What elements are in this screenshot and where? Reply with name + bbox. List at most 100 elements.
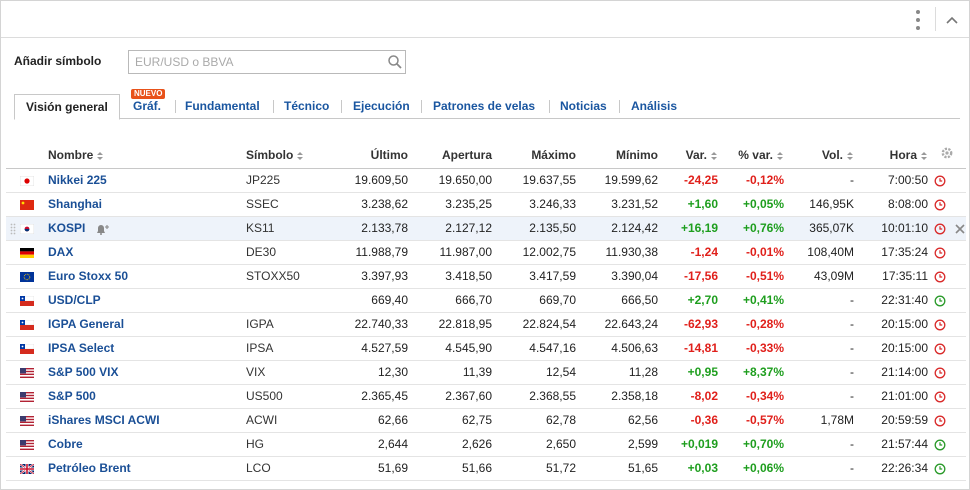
market-closed-clock-icon [934,247,946,259]
change-pct-cell: +0,41% [718,288,784,313]
volume-cell: - [784,384,854,409]
column-header-volume[interactable]: Vol. [784,142,854,169]
change-cell: +0,019 [658,432,718,457]
column-header-high[interactable]: Máximo [492,142,576,169]
search-input[interactable] [135,54,375,70]
low-price-cell: 11.930,38 [576,240,658,265]
search-icon[interactable] [387,54,403,70]
table-row[interactable]: Shanghai SSEC 3.238,62 3.235,25 3.246,33 3.23… [6,192,966,217]
instrument-name-link[interactable]: IPSA Select [48,341,115,355]
change-cell: -1,24 [658,240,718,265]
instrument-name-link[interactable]: Petróleo Brent [48,461,131,475]
chile-flag-icon [20,343,34,354]
add-symbol-label: Añadir símbolo [14,54,102,68]
table-row[interactable]: iShares MSCI ACWI ACWI 62,66 62,75 62,78 62,5… [6,408,966,433]
instrument-name-link[interactable]: USD/CLP [48,293,101,307]
table-row[interactable]: IGPA General IGPA 22.740,33 22.818,95 22.824… [6,312,966,337]
tab-news[interactable]: Noticias [560,99,607,113]
instrument-name-link[interactable]: IGPA General [48,317,125,331]
high-price-cell: 19.637,55 [492,168,576,193]
table-row[interactable]: USD/CLP 669,40 666,70 669,70 666,50 +2,70 +0,4… [6,288,966,313]
symbol-cell: IPSA [246,336,336,361]
instrument-name-link[interactable]: Cobre [48,437,83,451]
table-row[interactable]: S&P 500 US500 2.365,45 2.367,60 2.368,55 2.35… [6,384,966,409]
low-price-cell: 2.358,18 [576,384,658,409]
column-header-time[interactable]: Hora [854,142,928,169]
change-cell: +0,03 [658,456,718,481]
column-header-symbol[interactable]: Símbolo [246,142,336,169]
drag-handle-icon[interactable] [10,223,16,235]
instrument-name-link[interactable]: S&P 500 [48,389,96,403]
volume-cell: 1,78M [784,408,854,433]
open-price-cell: 2.367,60 [408,384,492,409]
volume-cell: - [784,360,854,385]
more-options-icon[interactable] [907,8,929,32]
tab-technical[interactable]: Técnico [284,99,330,113]
market-closed-clock-icon [934,175,946,187]
open-price-cell: 51,66 [408,456,492,481]
symbol-cell: LCO [246,456,336,481]
time-cell: 22:26:34 [854,456,928,481]
tab-fundamental[interactable]: Fundamental [185,99,260,113]
column-header-last[interactable]: Último [336,142,408,169]
instrument-name-link[interactable]: KOSPI [48,221,86,235]
table-row[interactable]: Nikkei 225 JP225 19.609,50 19.650,00 19.637,… [6,168,966,193]
table-row[interactable]: IPSA Select IPSA 4.527,59 4.545,90 4.547,16 4… [6,336,966,361]
add-alert-bell-icon[interactable] [95,223,111,235]
last-price-cell: 2.365,45 [336,384,408,409]
low-price-cell: 51,65 [576,456,658,481]
change-pct-cell: -0,34% [718,384,784,409]
table-row[interactable]: Cobre HG 2,644 2,626 2,650 2,599 +0,019 +0,70% -… [6,432,966,457]
volume-cell: - [784,432,854,457]
time-cell: 8:08:00 [854,192,928,217]
widget-header [1,1,969,38]
instrument-name-link[interactable]: Euro Stoxx 50 [48,269,129,283]
volume-cell: - [784,312,854,337]
quotes-table-body: Nikkei 225 JP225 19.609,50 19.650,00 19.637,… [6,168,966,481]
search-box[interactable] [128,50,406,74]
instrument-name-link[interactable]: S&P 500 VIX [48,365,119,379]
symbol-cell: HG [246,432,336,457]
quotes-table: Nombre Símbolo Último Apertura Máximo Mí… [6,142,966,481]
change-pct-cell: +0,76% [718,216,784,241]
table-row[interactable]: S&P 500 VIX VIX 12,30 11,39 12,54 11,28 +0,95 +… [6,360,966,385]
table-row[interactable]: Petróleo Brent LCO 51,69 51,66 51,72 51,65 +0,… [6,456,966,481]
table-row[interactable]: Euro Stoxx 50 STOXX50 3.397,93 3.418,50 3.41… [6,264,966,289]
chile-flag-icon [20,319,34,330]
tab-analysis[interactable]: Análisis [631,99,678,113]
settings-gear-icon[interactable] [928,142,966,169]
china-flag-icon [20,199,34,210]
remove-row-close-icon[interactable] [955,224,965,234]
tab-candle-patterns[interactable]: Patrones de velas [433,99,536,113]
volume-cell: - [784,288,854,313]
collapse-chevron-up-icon[interactable] [939,8,965,32]
column-header-name[interactable]: Nombre [48,142,246,169]
time-cell: 17:35:24 [854,240,928,265]
market-closed-clock-icon [934,271,946,283]
table-header-row: Nombre Símbolo Último Apertura Máximo Mí… [6,142,966,169]
column-header-change-pct[interactable]: % var. [718,142,784,169]
change-pct-cell: -0,57% [718,408,784,433]
last-price-cell: 3.238,62 [336,192,408,217]
table-row[interactable]: KOSPI KS11 2.133,78 2.127,12 2.135,50 2.124,… [6,216,966,241]
column-header-change[interactable]: Var. [658,142,718,169]
instrument-name-link[interactable]: DAX [48,245,74,259]
table-row[interactable]: DAX DE30 11.988,79 11.987,00 12.002,75 11.930… [6,240,966,265]
market-closed-clock-icon [934,319,946,331]
market-closed-clock-icon [934,391,946,403]
open-price-cell: 22.818,95 [408,312,492,337]
low-price-cell: 19.599,62 [576,168,658,193]
instrument-name-link[interactable]: Shanghai [48,197,103,211]
tab-execution[interactable]: Ejecución [353,99,410,113]
high-price-cell: 62,78 [492,408,576,433]
tab-overview[interactable]: Visión general [14,94,120,120]
tab-chart[interactable]: Gráf. [133,99,162,113]
column-header-low[interactable]: Mínimo [576,142,658,169]
instrument-name-link[interactable]: iShares MSCI ACWI [48,413,160,427]
eu-flag-icon [20,271,34,282]
instrument-name-link[interactable]: Nikkei 225 [48,173,107,187]
symbol-cell: DE30 [246,240,336,265]
usa-flag-icon [20,391,34,402]
column-header-open[interactable]: Apertura [408,142,492,169]
change-cell: -24,25 [658,168,718,193]
